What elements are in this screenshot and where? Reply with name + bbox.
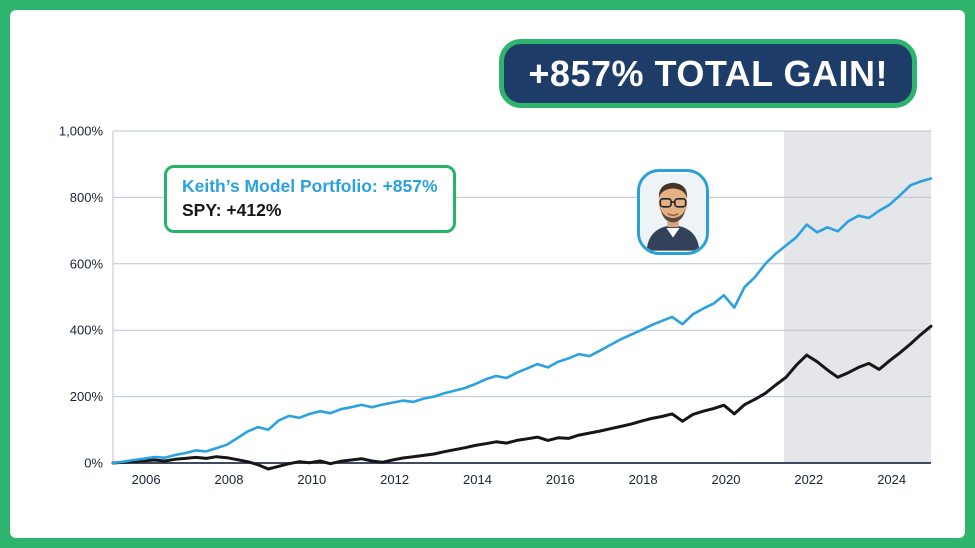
- x-axis-tick-label: 2018: [629, 472, 658, 487]
- x-axis-tick-label: 2024: [877, 472, 906, 487]
- x-axis-tick-label: 2006: [132, 472, 161, 487]
- y-axis-tick-label: 800%: [70, 190, 104, 205]
- total-gain-badge: +857% TOTAL GAIN!: [499, 39, 917, 108]
- y-axis-tick-label: 200%: [70, 389, 104, 404]
- x-axis-tick-label: 2016: [546, 472, 575, 487]
- x-axis-tick-label: 2014: [463, 472, 492, 487]
- shaded-recent-region: [783, 131, 931, 463]
- keith-portrait-illustration: [640, 173, 706, 251]
- series-line-model: [111, 177, 933, 465]
- x-axis-tick-label: 2012: [380, 472, 409, 487]
- series-line-spy: [111, 324, 933, 471]
- x-axis-tick-label: 2022: [794, 472, 823, 487]
- legend-model-label: Keith’s Model Portfolio: +857%: [182, 176, 438, 196]
- y-axis-tick-label: 400%: [70, 323, 104, 338]
- x-axis-tick-label: 2020: [712, 472, 741, 487]
- y-axis-tick-label: 0%: [84, 456, 103, 471]
- legend-spy-label: SPY: +412%: [182, 200, 282, 220]
- y-axis-tick-label: 1,000%: [59, 124, 104, 139]
- x-axis-tick-label: 2008: [215, 472, 244, 487]
- y-axis-tick-label: 600%: [70, 256, 104, 271]
- legend-card: Keith’s Model Portfolio: +857% SPY: +412…: [164, 165, 456, 233]
- keith-avatar: [637, 169, 709, 255]
- x-axis-tick-label: 2010: [297, 472, 326, 487]
